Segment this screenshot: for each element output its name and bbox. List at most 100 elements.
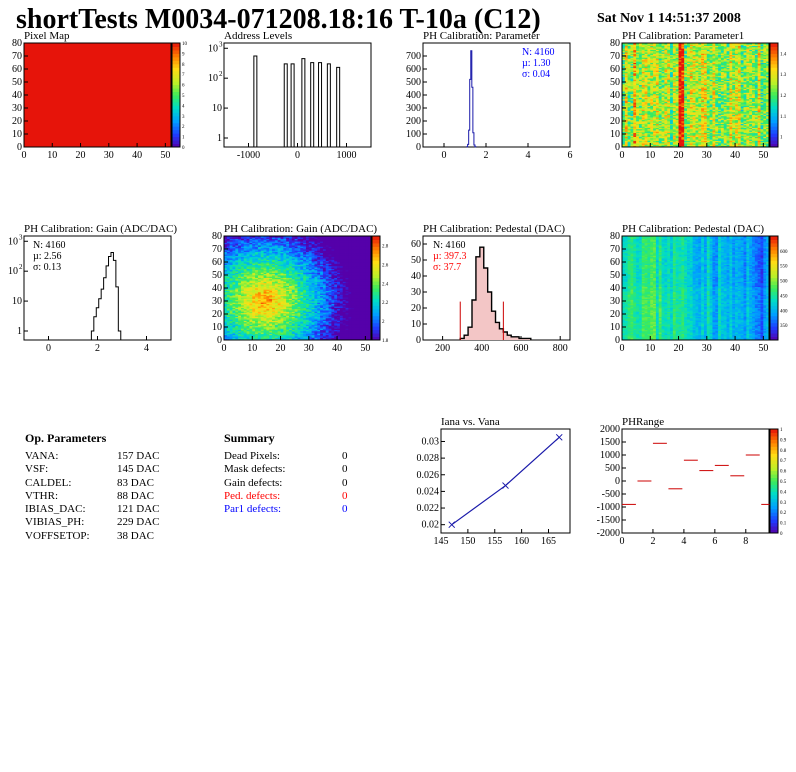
- op-param-row: IBIAS_DAC: 121 DAC: [25, 503, 175, 516]
- x-tick-label: 50: [758, 150, 768, 161]
- x-tick-label: 20: [674, 343, 684, 354]
- palette-cell: [770, 288, 778, 292]
- y-tick-label: 40: [12, 90, 22, 101]
- x-tick-label: 0: [620, 343, 625, 354]
- palette-cell: [372, 298, 380, 303]
- palette-cell: [770, 326, 778, 331]
- x-tick-label: 4: [681, 536, 686, 547]
- palette-cell: [770, 456, 778, 461]
- palette-cell: [770, 291, 778, 296]
- palette-cell: [172, 105, 180, 110]
- pedestal-hist-stats: N: 4160 µ: 397.3 σ: 37.7: [433, 240, 467, 273]
- palette-cell: [770, 98, 778, 103]
- y-tick-label: -2000: [597, 528, 620, 539]
- palette-cell: [372, 284, 380, 289]
- heatmap-fill: [24, 43, 171, 147]
- x-tick-label: 0: [442, 150, 447, 161]
- palette-cell: [770, 519, 778, 524]
- palette-cell: [770, 429, 778, 433]
- y-tick-label: 0.024: [417, 486, 440, 497]
- pixel-map-title: Pixel Map: [24, 30, 70, 42]
- y-tick-label: 10: [12, 296, 22, 307]
- summary-value: 0: [342, 476, 348, 489]
- palette-tick-label: 0.9: [780, 438, 787, 443]
- x-tick-label: 40: [730, 150, 740, 161]
- palette-cell: [770, 63, 778, 68]
- y-tick-label: 0: [17, 142, 22, 153]
- x-tick-label: 6: [712, 536, 717, 547]
- palette-cell: [770, 95, 778, 99]
- palette-cell: [770, 43, 778, 47]
- palette-cell: [372, 274, 380, 279]
- y-tick-label: 70: [610, 244, 620, 255]
- op-param-row: VOFFSETOP: 38 DAC: [25, 530, 175, 543]
- ph-parameter-title: PH Calibration: Parameter: [423, 30, 540, 42]
- summary-heading: Summary: [224, 431, 275, 445]
- x-tick-label: 4: [144, 343, 149, 354]
- y-tick-label: 70: [212, 244, 222, 255]
- y-tick-label: 0.028: [417, 453, 440, 464]
- palette-cell: [770, 267, 778, 272]
- y-tick-label: -1500: [597, 515, 620, 526]
- y-tick-label: 30: [610, 296, 620, 307]
- y-tick-label: 0: [217, 335, 222, 346]
- x-tick-label: 155: [487, 536, 502, 547]
- palette-cell: [770, 439, 778, 444]
- y-tick-label: 0.022: [417, 503, 440, 514]
- palette-cell: [770, 136, 778, 141]
- y-tick-label: 500: [406, 77, 421, 88]
- palette-frame: [371, 235, 381, 341]
- op-param-row: CALDEL: 83 DAC: [25, 477, 175, 490]
- palette-cell: [770, 246, 778, 251]
- palette-cell: [172, 46, 180, 51]
- palette-tick-label: 2.2: [382, 301, 389, 306]
- histogram-fill: [460, 247, 531, 340]
- palette-cell: [770, 88, 778, 93]
- y-tick-label: 40: [610, 283, 620, 294]
- palette-cell: [770, 432, 778, 437]
- plot-frame: [223, 235, 372, 341]
- op-param-value: 88 DAC: [117, 489, 154, 502]
- y-tick-label: 1500: [600, 437, 620, 448]
- palette-tick-label: 2: [182, 125, 185, 130]
- data-line: [451, 436, 560, 526]
- op-param-value: 38 DAC: [117, 529, 154, 542]
- palette-frame: [769, 42, 779, 148]
- palette-tick-label: 0.1: [780, 522, 787, 527]
- x-tick-label: 50: [758, 343, 768, 354]
- y-tick-label: 80: [610, 231, 620, 242]
- palette-cell: [770, 435, 778, 440]
- palette-cell: [172, 112, 180, 117]
- palette-cell: [770, 336, 778, 341]
- palette-cell: [770, 253, 778, 258]
- palette-tick-label: 2.8: [382, 244, 389, 249]
- stat-line: µ: 397.3: [433, 251, 467, 262]
- palette-cell: [770, 526, 778, 531]
- palette-cell: [770, 474, 778, 479]
- palette-cell: [372, 260, 380, 265]
- palette-cell: [172, 119, 180, 124]
- summary-name: Mask defects:: [224, 463, 286, 476]
- palette-cell: [372, 242, 380, 247]
- palette-tick-label: 1.1: [780, 115, 787, 120]
- x-tick-label: 160: [514, 536, 529, 547]
- y-tick-label: 40: [411, 271, 421, 282]
- y-tick-label: 80: [12, 38, 22, 49]
- palette-cell: [372, 326, 380, 331]
- x-tick-label: 50: [160, 150, 170, 161]
- palette-cell: [770, 81, 778, 86]
- y-tick-label: 70: [610, 51, 620, 62]
- palette-cell: [372, 315, 380, 320]
- op-param-name: IBIAS_DAC:: [25, 503, 86, 516]
- palette-cell: [172, 88, 180, 93]
- palette-cell: [372, 239, 380, 244]
- palette-tick-label: 1.8: [382, 339, 389, 344]
- y-tick-label: 0: [416, 142, 421, 153]
- op-param-row: VTHR: 88 DAC: [25, 490, 175, 503]
- palette-cell: [172, 129, 180, 134]
- palette-cell: [372, 256, 380, 261]
- palette-cell: [770, 74, 778, 79]
- palette-cell: [770, 270, 778, 275]
- summary-value: 0: [342, 489, 348, 502]
